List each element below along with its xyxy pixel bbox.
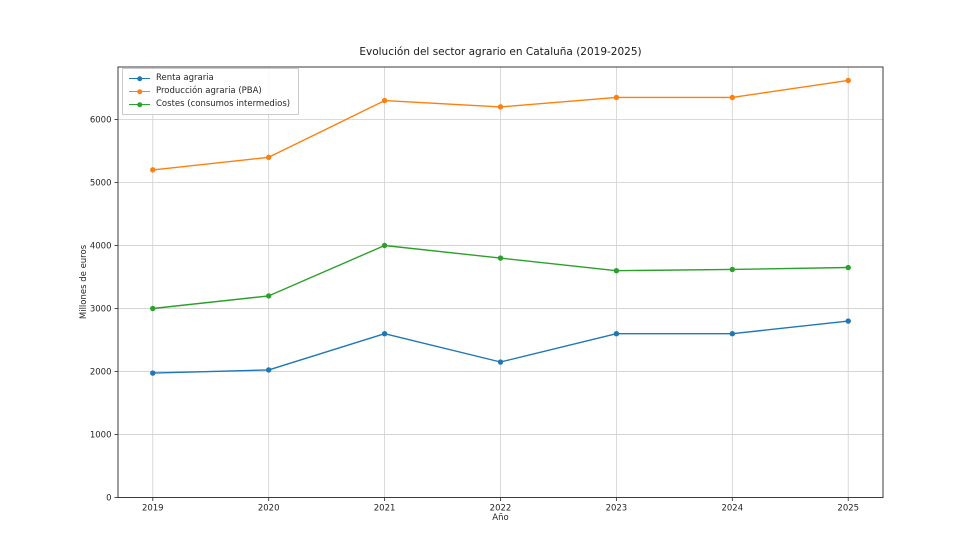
data-point-marker	[845, 77, 851, 84]
data-point-marker	[381, 242, 388, 249]
x-tick-label: 2020	[258, 504, 280, 514]
legend-marker-dot	[136, 101, 143, 108]
chart-title: Evolución del sector agrario en Cataluña…	[359, 46, 642, 58]
legend-entry: Costes (consumos intermedios)	[129, 99, 290, 110]
data-point-marker	[729, 330, 736, 337]
data-point-marker	[381, 330, 388, 337]
data-point-marker	[845, 264, 851, 271]
x-axis-label: Año	[492, 513, 509, 523]
legend-label: Costes (consumos intermedios)	[156, 99, 291, 109]
x-tick-label: 2019	[142, 504, 164, 514]
y-tick-label: 5000	[90, 178, 112, 188]
data-point-marker	[613, 94, 620, 101]
data-point-marker	[497, 359, 504, 365]
legend-marker-dot	[136, 75, 143, 82]
x-tick-label: 2025	[837, 504, 859, 514]
data-point-marker	[150, 167, 156, 173]
y-tick-label: 4000	[90, 241, 112, 251]
x-tick-label: 2021	[374, 504, 396, 514]
data-point-marker	[265, 367, 272, 373]
data-point-marker	[497, 104, 504, 110]
legend-marker-dot	[136, 88, 143, 95]
legend-line-marker-swatch	[129, 75, 150, 82]
data-point-marker	[265, 293, 272, 299]
legend-label: Renta agraria	[156, 73, 214, 83]
y-tick-label: 6000	[90, 115, 112, 125]
data-point-marker	[150, 305, 156, 312]
x-tick-label: 2022	[490, 504, 512, 514]
data-point-marker	[729, 266, 736, 273]
legend-entry: Producción agraria (PBA)	[129, 86, 290, 97]
legend-line-marker-swatch	[129, 101, 150, 108]
data-point-marker	[613, 267, 620, 274]
legend: Renta agraria Producción agraria (PBA) Cos…	[122, 68, 300, 115]
data-point-marker	[845, 318, 851, 324]
data-point-marker	[265, 154, 272, 160]
data-point-marker	[613, 330, 620, 337]
axes-spines	[117, 66, 884, 498]
legend-label: Producción agraria (PBA)	[156, 86, 262, 96]
y-tick-label: 3000	[90, 304, 112, 314]
y-tick-label: 1000	[90, 430, 112, 440]
legend-entry: Renta agraria	[129, 73, 290, 84]
x-tick-label: 2023	[606, 504, 628, 514]
data-point-marker	[381, 97, 388, 104]
data-point-marker	[729, 94, 736, 101]
legend-line-marker-swatch	[129, 88, 150, 95]
x-tick-label: 2024	[721, 504, 743, 514]
data-point-marker	[497, 255, 504, 261]
y-tick-label: 2000	[90, 367, 112, 377]
y-tick-label: 0	[106, 494, 111, 504]
data-point-marker	[150, 370, 156, 376]
